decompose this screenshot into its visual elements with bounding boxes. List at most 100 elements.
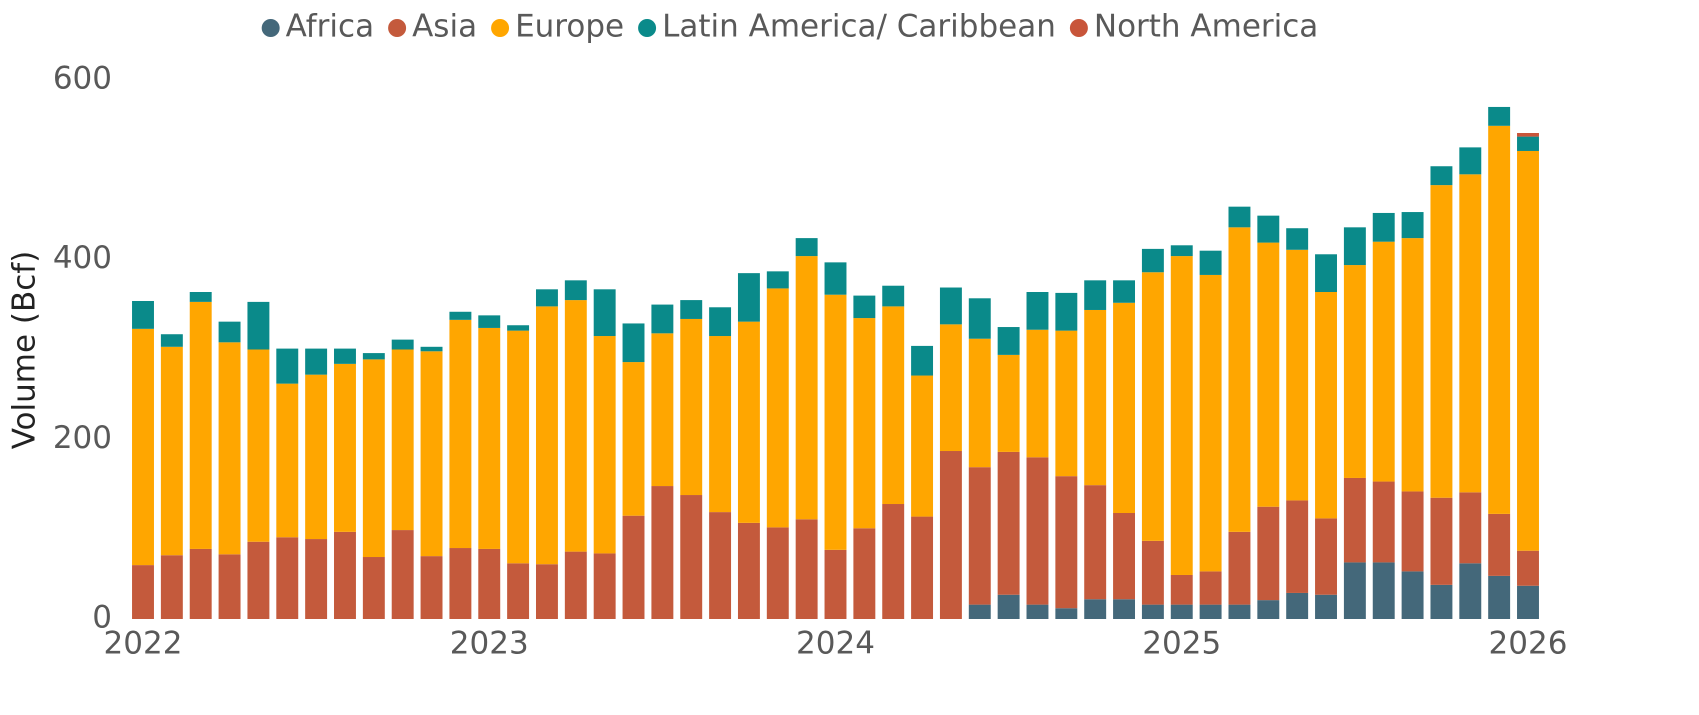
bar-segment — [1228, 531, 1251, 605]
bar-segment — [1170, 245, 1193, 257]
y-tick-label: 600 — [53, 61, 112, 97]
bar-segment — [276, 537, 299, 619]
bar-segment — [853, 318, 876, 529]
bar-segment — [1430, 185, 1453, 498]
legend-marker — [1069, 19, 1088, 37]
bar-segment — [997, 594, 1020, 619]
bar-segment — [1026, 604, 1049, 619]
bar-segment — [1113, 599, 1136, 619]
bar-segment — [564, 551, 587, 619]
bar-segment — [535, 564, 558, 619]
bar-segment — [593, 553, 616, 619]
bar-segment — [853, 295, 876, 319]
bar-segment — [391, 530, 414, 619]
bar-segment — [824, 294, 847, 550]
bar-segment — [564, 300, 587, 552]
bar-segment — [1026, 457, 1049, 605]
bar-segment — [1315, 518, 1337, 595]
bar-segment — [939, 287, 962, 325]
bar-segment — [362, 353, 385, 360]
bar-segment — [535, 289, 558, 307]
bar-segment — [189, 292, 212, 302]
bar-segment — [362, 359, 385, 558]
bar-segment — [1286, 249, 1309, 501]
bar-segment — [305, 539, 328, 619]
legend-label: North America — [1094, 9, 1318, 45]
bar-segment — [1084, 280, 1107, 310]
bar-segment — [305, 348, 328, 375]
bar-segment — [564, 280, 587, 301]
bar-segment — [132, 565, 154, 619]
bar-segment — [1517, 550, 1539, 586]
legend-label: Asia — [412, 9, 477, 45]
bar-segment — [1430, 166, 1453, 186]
bar-segment — [1026, 329, 1049, 458]
bar-segment — [1315, 254, 1337, 293]
bar-segment — [968, 604, 991, 619]
bar-segment — [1141, 540, 1164, 605]
bar-segment — [709, 336, 732, 513]
bar-segment — [680, 318, 703, 496]
bar-segment — [1199, 274, 1222, 572]
bar-segment — [968, 467, 991, 605]
bar-segment — [478, 327, 501, 549]
bar-segment — [1199, 571, 1222, 605]
bar-segment — [449, 319, 472, 549]
bar-segment — [391, 339, 414, 350]
bar-segment — [1257, 506, 1280, 601]
bar-segment — [766, 271, 789, 289]
bar-segment — [478, 548, 501, 619]
bar-segment — [1372, 481, 1395, 563]
bar-segment — [680, 495, 703, 619]
bar-segment — [1199, 604, 1222, 619]
bar-segment — [1343, 562, 1366, 619]
y-tick-label: 0 — [92, 600, 112, 636]
bar-segment — [709, 307, 732, 337]
bar-segment — [1113, 302, 1136, 513]
bar-segment — [1286, 228, 1309, 250]
bar-segment — [1257, 242, 1280, 507]
bar-segment — [1459, 147, 1482, 175]
bar-segment — [247, 541, 270, 619]
bar-segment — [1141, 272, 1164, 541]
bar-segment — [939, 451, 962, 619]
bar-segment — [795, 256, 818, 520]
x-tick-label: 2024 — [796, 626, 875, 662]
bar-segment — [334, 531, 356, 619]
bar-segment — [1170, 604, 1193, 619]
bar-segment — [1372, 562, 1395, 619]
legend-marker — [261, 19, 280, 37]
bar-segment — [853, 528, 876, 619]
bar-segment — [622, 515, 645, 619]
bar-segment — [795, 519, 818, 619]
bar-segment — [680, 300, 703, 319]
bar-segment — [1113, 512, 1136, 600]
bar-segment — [1113, 280, 1136, 303]
bar-segment — [1141, 248, 1164, 273]
bar-segment — [795, 238, 818, 257]
bar-segment — [766, 288, 789, 528]
bar-segment — [1372, 241, 1395, 482]
bar-segment — [420, 556, 443, 619]
bar-segment — [535, 306, 558, 565]
x-tick-label: 2022 — [104, 626, 183, 662]
bar-segment — [1401, 212, 1424, 239]
bar-segment — [1459, 492, 1482, 564]
bar-segment — [160, 334, 183, 347]
bar-segment — [593, 289, 616, 337]
bar-segment — [334, 363, 356, 532]
legend-label: Africa — [286, 9, 374, 45]
bar-segment — [1084, 599, 1107, 619]
bar-segment — [997, 327, 1020, 355]
bar-segment — [737, 522, 760, 619]
bar-segment — [939, 324, 962, 452]
bar-segment — [997, 451, 1020, 595]
bar-segment — [1315, 594, 1337, 619]
bar-segment — [1488, 575, 1511, 619]
x-tick-label: 2023 — [450, 626, 529, 662]
x-tick-label: 2026 — [1489, 626, 1568, 662]
bar-segment — [1430, 584, 1453, 619]
bar-segment — [1517, 136, 1539, 151]
bar-segment — [1517, 150, 1539, 551]
